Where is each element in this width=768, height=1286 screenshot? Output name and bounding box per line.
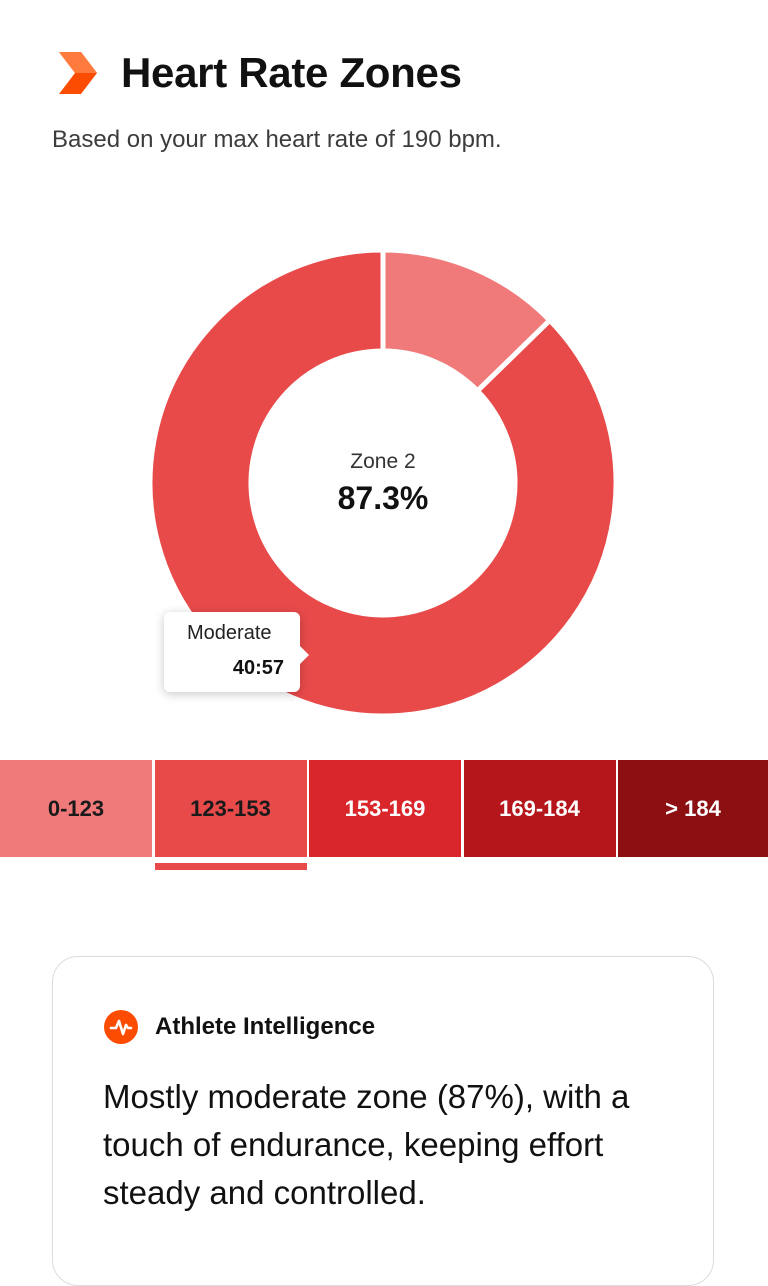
donut-center: Zone 2 87.3% bbox=[148, 248, 618, 718]
zone-button-2[interactable]: 123-153 bbox=[154, 760, 307, 857]
zone-button-4[interactable]: 169-184 bbox=[463, 760, 616, 857]
card-summary-text: Mostly moderate zone (87%), with a touch… bbox=[103, 1078, 630, 1211]
page-subtitle: Based on your max heart rate of 190 bpm. bbox=[52, 126, 502, 153]
heart-rate-donut-chart[interactable]: Zone 2 87.3% bbox=[148, 248, 618, 718]
card-title: Athlete Intelligence bbox=[155, 1013, 376, 1040]
zone-button-3[interactable]: 153-169 bbox=[309, 760, 461, 857]
card-header: Athlete Intelligence bbox=[103, 1009, 375, 1045]
zone-button-5[interactable]: > 184 bbox=[618, 760, 768, 857]
tooltip-label: Moderate bbox=[187, 622, 272, 644]
tooltip-time: 40:57 bbox=[232, 657, 284, 679]
selected-zone-indicator bbox=[154, 863, 307, 870]
zone-tooltip: Moderate 40:57 bbox=[164, 612, 309, 692]
donut-svg bbox=[148, 248, 618, 718]
page-title: Heart Rate Zones bbox=[121, 49, 462, 96]
zone-selector: 0-123 123-153 153-169 169-184 > 184 bbox=[0, 760, 768, 872]
athlete-intelligence-card: Athlete Intelligence Mostly moderate zon… bbox=[52, 956, 714, 1286]
donut-slice-zone-2[interactable] bbox=[148, 248, 618, 718]
zone-button-1[interactable]: 0-123 bbox=[0, 760, 152, 857]
center-zone-percent: 87.3% bbox=[337, 479, 429, 516]
athlete-intelligence-icon bbox=[104, 1010, 138, 1044]
header: Heart Rate Zones bbox=[55, 48, 462, 98]
center-zone-label: Zone 2 bbox=[350, 449, 416, 473]
orange-chevron-icon bbox=[59, 52, 97, 94]
